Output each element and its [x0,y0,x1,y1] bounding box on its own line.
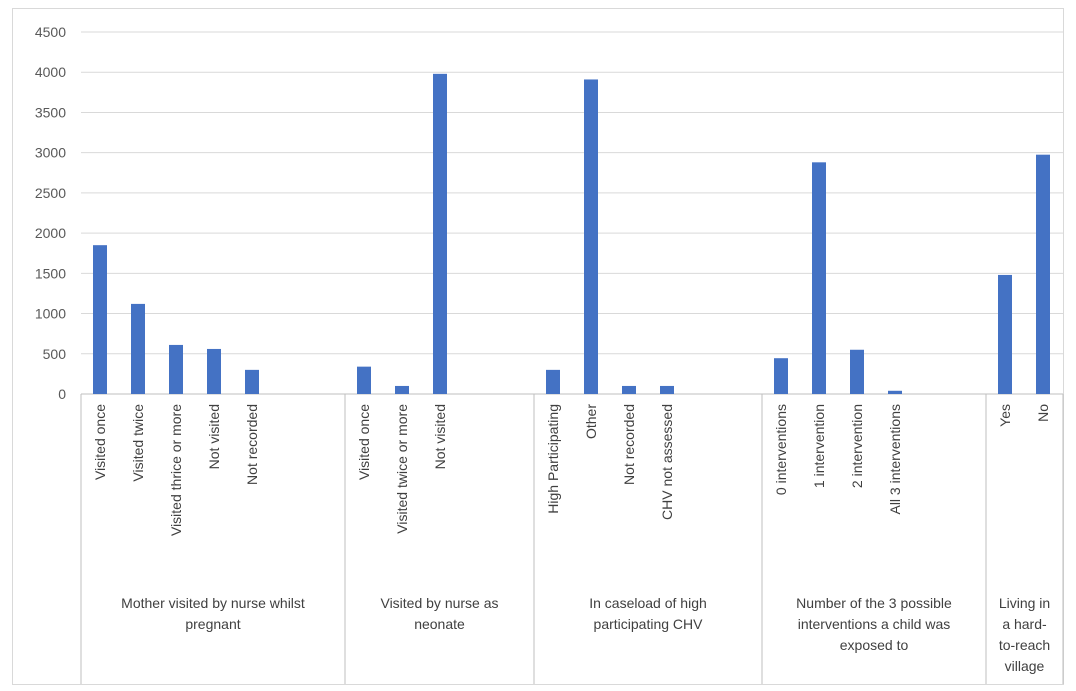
y-tick-label: 2000 [35,225,66,241]
bar [850,349,864,394]
group-label: village [1005,658,1045,674]
bar [433,73,447,394]
category-label: Not recorded [244,404,260,485]
group-label: to-reach [999,637,1050,653]
category-label: Not visited [432,404,448,469]
group-label: In caseload of high [589,595,707,611]
bar [131,303,145,394]
category-label: All 3 interventions [887,404,903,515]
category-label: Visited twice [130,404,146,482]
bar [546,369,560,394]
category-label: 2 intervention [849,404,865,488]
group-label: Visited by nurse as [380,595,498,611]
y-tick-label: 500 [43,346,67,362]
group-label: Number of the 3 possible [796,595,952,611]
bar [245,369,259,394]
y-tick-label: 3000 [35,145,66,161]
y-tick-label: 3500 [35,104,66,120]
group-label: interventions a child was [798,616,951,632]
group-label: Mother visited by nurse whilst [121,595,305,611]
bar [93,245,107,394]
bar [207,348,221,394]
bar [774,358,788,394]
group-label: a hard- [1002,616,1047,632]
category-label: CHV not assessed [659,404,675,520]
category-label: 1 intervention [811,404,827,488]
y-tick-label: 4500 [35,24,66,40]
bar [1036,154,1050,394]
group-label: participating CHV [594,616,704,632]
bar [660,385,674,394]
bar [584,79,598,394]
category-label: Visited twice or more [394,404,410,534]
chart-frame [12,8,1064,685]
y-tick-label: 0 [58,386,66,402]
group-label: exposed to [840,637,909,653]
y-tick-label: 4000 [35,64,66,80]
category-label: No [1035,404,1051,422]
category-label: Yes [997,404,1013,427]
category-label: Visited thrice or more [168,404,184,536]
bar [888,390,902,394]
category-label: Visited once [92,404,108,480]
group-label: Living in [999,595,1050,611]
bar [812,162,826,394]
bar [998,274,1012,394]
category-label: 0 interventions [773,404,789,495]
bar [357,366,371,394]
bar [395,385,409,394]
group-label: pregnant [185,616,240,632]
y-tick-label: 1500 [35,265,66,281]
category-label: High Participating [545,404,561,514]
bar [622,385,636,394]
category-label: Not visited [206,404,222,469]
bar [169,344,183,394]
category-label: Not recorded [621,404,637,485]
group-label: neonate [414,616,465,632]
y-tick-label: 2500 [35,185,66,201]
y-tick-label: 1000 [35,306,66,322]
category-label: Other [583,404,599,439]
category-label: Visited once [356,404,372,480]
